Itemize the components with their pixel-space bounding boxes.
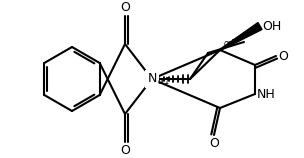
Text: O: O [278,49,288,63]
Text: or1: or1 [224,40,237,49]
Text: OH: OH [262,19,281,33]
Text: O: O [120,1,130,14]
Text: N: N [147,73,157,85]
Text: O: O [120,144,130,157]
Text: NH: NH [257,88,276,100]
Text: or1: or1 [158,76,171,85]
Polygon shape [220,23,262,51]
Text: O: O [209,137,219,150]
